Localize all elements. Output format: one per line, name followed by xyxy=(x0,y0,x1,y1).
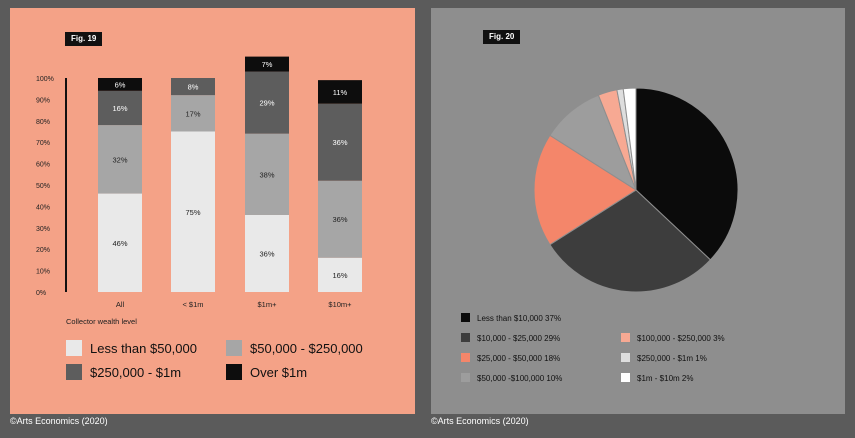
bar-data-label: 36% xyxy=(332,138,347,147)
legend-swatch xyxy=(226,364,242,380)
legend-label: $10,000 - $25,000 29% xyxy=(477,334,560,343)
legend-swatch xyxy=(461,313,470,322)
y-tick-label: 20% xyxy=(36,247,50,254)
legend-label: Over $1m xyxy=(250,365,307,380)
y-tick-label: 80% xyxy=(36,119,50,126)
legend-label: $25,000 - $50,000 18% xyxy=(477,354,560,363)
legend-label: $250,000 - $1m xyxy=(90,365,181,380)
legend-swatch xyxy=(461,353,470,362)
bar-segment xyxy=(171,78,215,96)
figure-20-panel: Fig. 20 Less than $10,000 37% $10,000 - $… xyxy=(431,8,845,426)
bar-data-label: 46% xyxy=(112,239,127,248)
x-category-label: All xyxy=(116,300,125,309)
bar-data-label: 6% xyxy=(115,80,126,89)
x-category-label: $1m+ xyxy=(258,300,278,309)
pie-slice xyxy=(635,87,739,261)
bar-segment xyxy=(318,103,362,181)
bar-segment xyxy=(98,78,142,91)
figure-19-credit: ©Arts Economics (2020) xyxy=(10,416,108,426)
x-category-label: $10m+ xyxy=(328,300,352,309)
figure-19-label: Fig. 19 xyxy=(65,32,103,46)
y-tick-label: 0% xyxy=(36,290,46,297)
bar-segment xyxy=(318,180,362,258)
bar-segment xyxy=(245,133,289,215)
figure-19-panel: Fig. 19 0% 10% 20% 30% 40% 50% 60% 70% 80% 90% 100… xyxy=(10,8,415,426)
legend-label: $1m - $10m 2% xyxy=(637,374,693,383)
stacked-bar-chart: 0% 10% 20% 30% 40% 50% 60% 70% 80% 90% 100% 46% 32% 1… xyxy=(36,56,363,380)
legend-swatch xyxy=(66,340,82,356)
bar-segment xyxy=(171,131,215,292)
y-tick-label: 30% xyxy=(36,226,50,233)
pie-chart: Less than $10,000 37% $10,000 - $25,000 2… xyxy=(461,87,739,383)
legend-swatch xyxy=(621,353,630,362)
bar-data-label: 7% xyxy=(262,60,273,69)
pie-slice xyxy=(622,87,637,191)
bar-data-label: 16% xyxy=(332,271,347,280)
bar-data-label: 17% xyxy=(185,109,200,118)
y-tick-label: 70% xyxy=(36,140,50,147)
y-tick-label: 60% xyxy=(36,162,50,169)
bar-segment xyxy=(171,95,215,132)
legend-swatch xyxy=(621,333,630,342)
y-tick-label: 90% xyxy=(36,97,50,104)
y-tick-label: 40% xyxy=(36,204,50,211)
bar-data-label: 32% xyxy=(112,155,127,164)
legend-swatch xyxy=(66,364,82,380)
legend-swatch xyxy=(621,373,630,382)
bar-data-label: 16% xyxy=(112,104,127,113)
legend-label: Less than $50,000 xyxy=(90,341,197,356)
bar-segment xyxy=(245,71,289,134)
bar-segment xyxy=(98,193,142,292)
bar-data-label: 8% xyxy=(188,83,199,92)
y-tick-label: 10% xyxy=(36,269,50,276)
bar-segment xyxy=(245,56,289,72)
legend-label: Less than $10,000 37% xyxy=(477,314,561,323)
bar-data-label: 36% xyxy=(332,215,347,224)
bar-segment xyxy=(98,125,142,194)
bar-data-label: 29% xyxy=(259,99,274,108)
legend-label: $250,000 - $1m 1% xyxy=(637,354,707,363)
legend-swatch xyxy=(226,340,242,356)
y-tick-label: 100% xyxy=(36,76,54,83)
legend-swatch xyxy=(461,333,470,342)
x-axis-title: Collector wealth level xyxy=(66,317,137,326)
bar-data-label: 36% xyxy=(259,249,274,258)
pie-slice xyxy=(533,134,637,246)
bar-segment xyxy=(245,214,289,292)
legend-label: $100,000 - $250,000 3% xyxy=(637,334,725,343)
bar-data-label: 38% xyxy=(259,170,274,179)
pie-slice xyxy=(549,189,712,293)
figure-20-credit: ©Arts Economics (2020) xyxy=(431,416,529,426)
x-category-label: < $1m xyxy=(182,300,203,309)
figure-20-label: Fig. 20 xyxy=(483,30,521,44)
bar-segment xyxy=(318,80,362,104)
bar-segment xyxy=(98,90,142,126)
legend-label: $50,000 -$100,000 10% xyxy=(477,374,562,383)
bar-data-label: 11% xyxy=(333,88,348,97)
legend-label: $50,000 - $250,000 xyxy=(250,341,363,356)
y-tick-label: 50% xyxy=(36,183,50,190)
bar-data-label: 75% xyxy=(185,208,200,217)
bar-segment xyxy=(318,257,362,292)
legend-swatch xyxy=(461,373,470,382)
